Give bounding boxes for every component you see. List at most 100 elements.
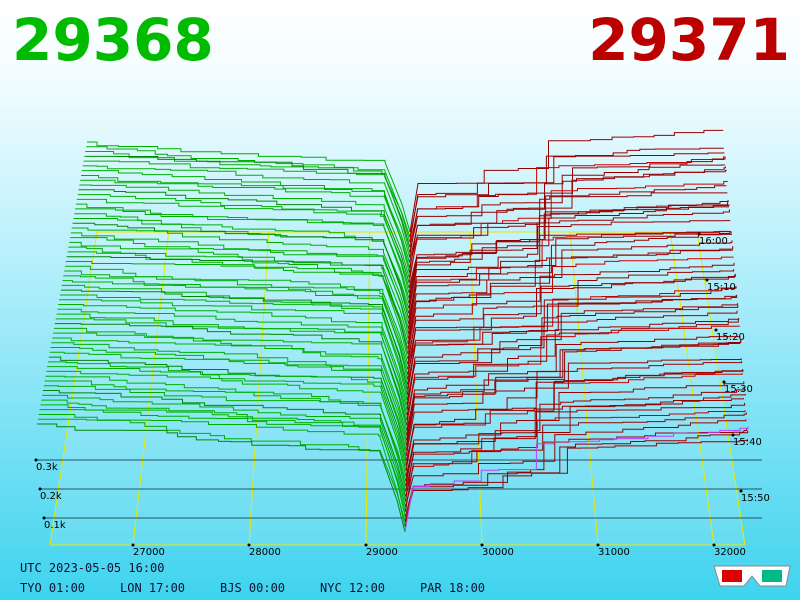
- time-tick-label: 15:40: [733, 437, 762, 448]
- tick-dot: [131, 543, 135, 547]
- bid-curve: [48, 356, 407, 461]
- bid-curve: [58, 304, 408, 406]
- tick-dot: [364, 543, 368, 547]
- ask-curve: [407, 274, 735, 370]
- price-grid-line: [469, 231, 483, 546]
- ask-curve: [408, 180, 728, 283]
- axis-labels: 27000 28000 29000 30000 31000 32000 0.3k 0.2k 0.…: [20, 232, 770, 595]
- ask-curve: [407, 269, 735, 360]
- ask-curve: [404, 426, 749, 533]
- ask-curve: [407, 231, 732, 324]
- bid-curve: [81, 174, 410, 268]
- bid-curve: [80, 179, 410, 273]
- ask-curve: [404, 428, 748, 517]
- ask-curve: [407, 240, 733, 339]
- price-tick-label: 31000: [598, 547, 630, 558]
- bid-curve: [51, 342, 407, 446]
- ask-curve: [406, 317, 740, 421]
- bid-curve: [70, 237, 409, 334]
- bid-curve: [49, 351, 407, 456]
- ask-curve: [406, 325, 740, 426]
- bid-curve: [39, 409, 406, 517]
- tick-dot: [731, 433, 735, 437]
- bid-curve: [68, 246, 409, 345]
- ask-curve: [405, 394, 746, 502]
- ask-curve: [406, 336, 741, 436]
- bid-curve: [42, 390, 407, 497]
- ask-curve: [406, 294, 738, 395]
- ask-curve: [405, 358, 742, 451]
- bid-curve: [83, 160, 411, 253]
- ask-curve: [409, 156, 726, 258]
- bid-curve: [67, 251, 409, 350]
- ask-curve: [407, 249, 733, 344]
- price-grid-line: [248, 231, 270, 546]
- bid-curve: [46, 370, 407, 477]
- ask-curve: [406, 319, 739, 416]
- price-tick-label: 29000: [366, 547, 398, 558]
- volume-tick-label: 0.2k: [40, 491, 62, 502]
- ask-curve: [405, 369, 744, 472]
- bid-curve: [77, 194, 410, 289]
- bid-curve: [64, 265, 409, 365]
- tick-dot: [596, 543, 600, 547]
- tick-dot: [247, 543, 251, 547]
- ask-curve: [407, 262, 735, 365]
- tick-dot: [714, 328, 718, 332]
- utc-time: UTC 2023-05-05 16:00: [20, 561, 165, 575]
- time-tick-label: 15:30: [724, 384, 753, 395]
- bid-curve: [52, 337, 408, 441]
- tick-dot: [34, 458, 38, 462]
- bid-curve: [81, 170, 410, 263]
- ask-curve: [406, 286, 737, 390]
- ask-curve: [406, 340, 741, 441]
- tick-dot: [480, 543, 484, 547]
- bid-curve: [64, 270, 409, 370]
- ask-curve: [405, 339, 742, 446]
- ask-curve: [405, 373, 743, 461]
- ask-curve: [406, 303, 738, 405]
- price-tick-label: 28000: [249, 547, 281, 558]
- ask-curve: [404, 419, 747, 507]
- bid-curve: [82, 165, 411, 258]
- bid-curve: [37, 423, 406, 533]
- clock: NYC 12:00: [320, 581, 385, 595]
- bid-curve: [76, 198, 410, 294]
- ask-curve: [405, 402, 746, 492]
- bid-curve: [59, 299, 408, 400]
- bid-curve: [62, 280, 409, 380]
- ask-curve: [407, 256, 734, 355]
- bid-curve: [61, 284, 408, 385]
- bid-curve: [71, 227, 409, 324]
- bid-curve: [66, 256, 409, 355]
- bid-curve: [85, 151, 411, 243]
- time-tick-label: 15:10: [707, 282, 736, 293]
- ask-curve: [408, 204, 730, 304]
- ask-curve: [404, 430, 749, 528]
- bid-curve: [54, 323, 408, 426]
- volume-tick-label: 0.1k: [44, 520, 66, 531]
- price-grid-line: [569, 231, 599, 546]
- bid-curve: [60, 289, 408, 390]
- bid-curve: [79, 184, 410, 278]
- ask-curve: [405, 381, 745, 482]
- ask-curve: [405, 398, 744, 477]
- glasses-icon: [713, 565, 791, 587]
- bid-curve: [75, 208, 410, 304]
- tick-dot: [42, 516, 46, 520]
- ask-curve: [408, 209, 730, 309]
- time-tick-label: 15:20: [716, 332, 745, 343]
- ask-curve: [405, 360, 743, 456]
- ask-curve: [406, 304, 739, 411]
- bid-curve: [65, 260, 409, 360]
- clock: PAR 18:00: [420, 581, 485, 595]
- ask-curve: [409, 164, 726, 253]
- ask-curve: [407, 273, 736, 380]
- bid-curve: [73, 217, 410, 314]
- bid-curve: [43, 385, 407, 492]
- bid-curve: [87, 141, 411, 233]
- volume-tick-label: 0.3k: [36, 462, 58, 473]
- price-tick-label: 32000: [714, 547, 746, 558]
- time-tick-label: 16:00: [699, 236, 728, 247]
